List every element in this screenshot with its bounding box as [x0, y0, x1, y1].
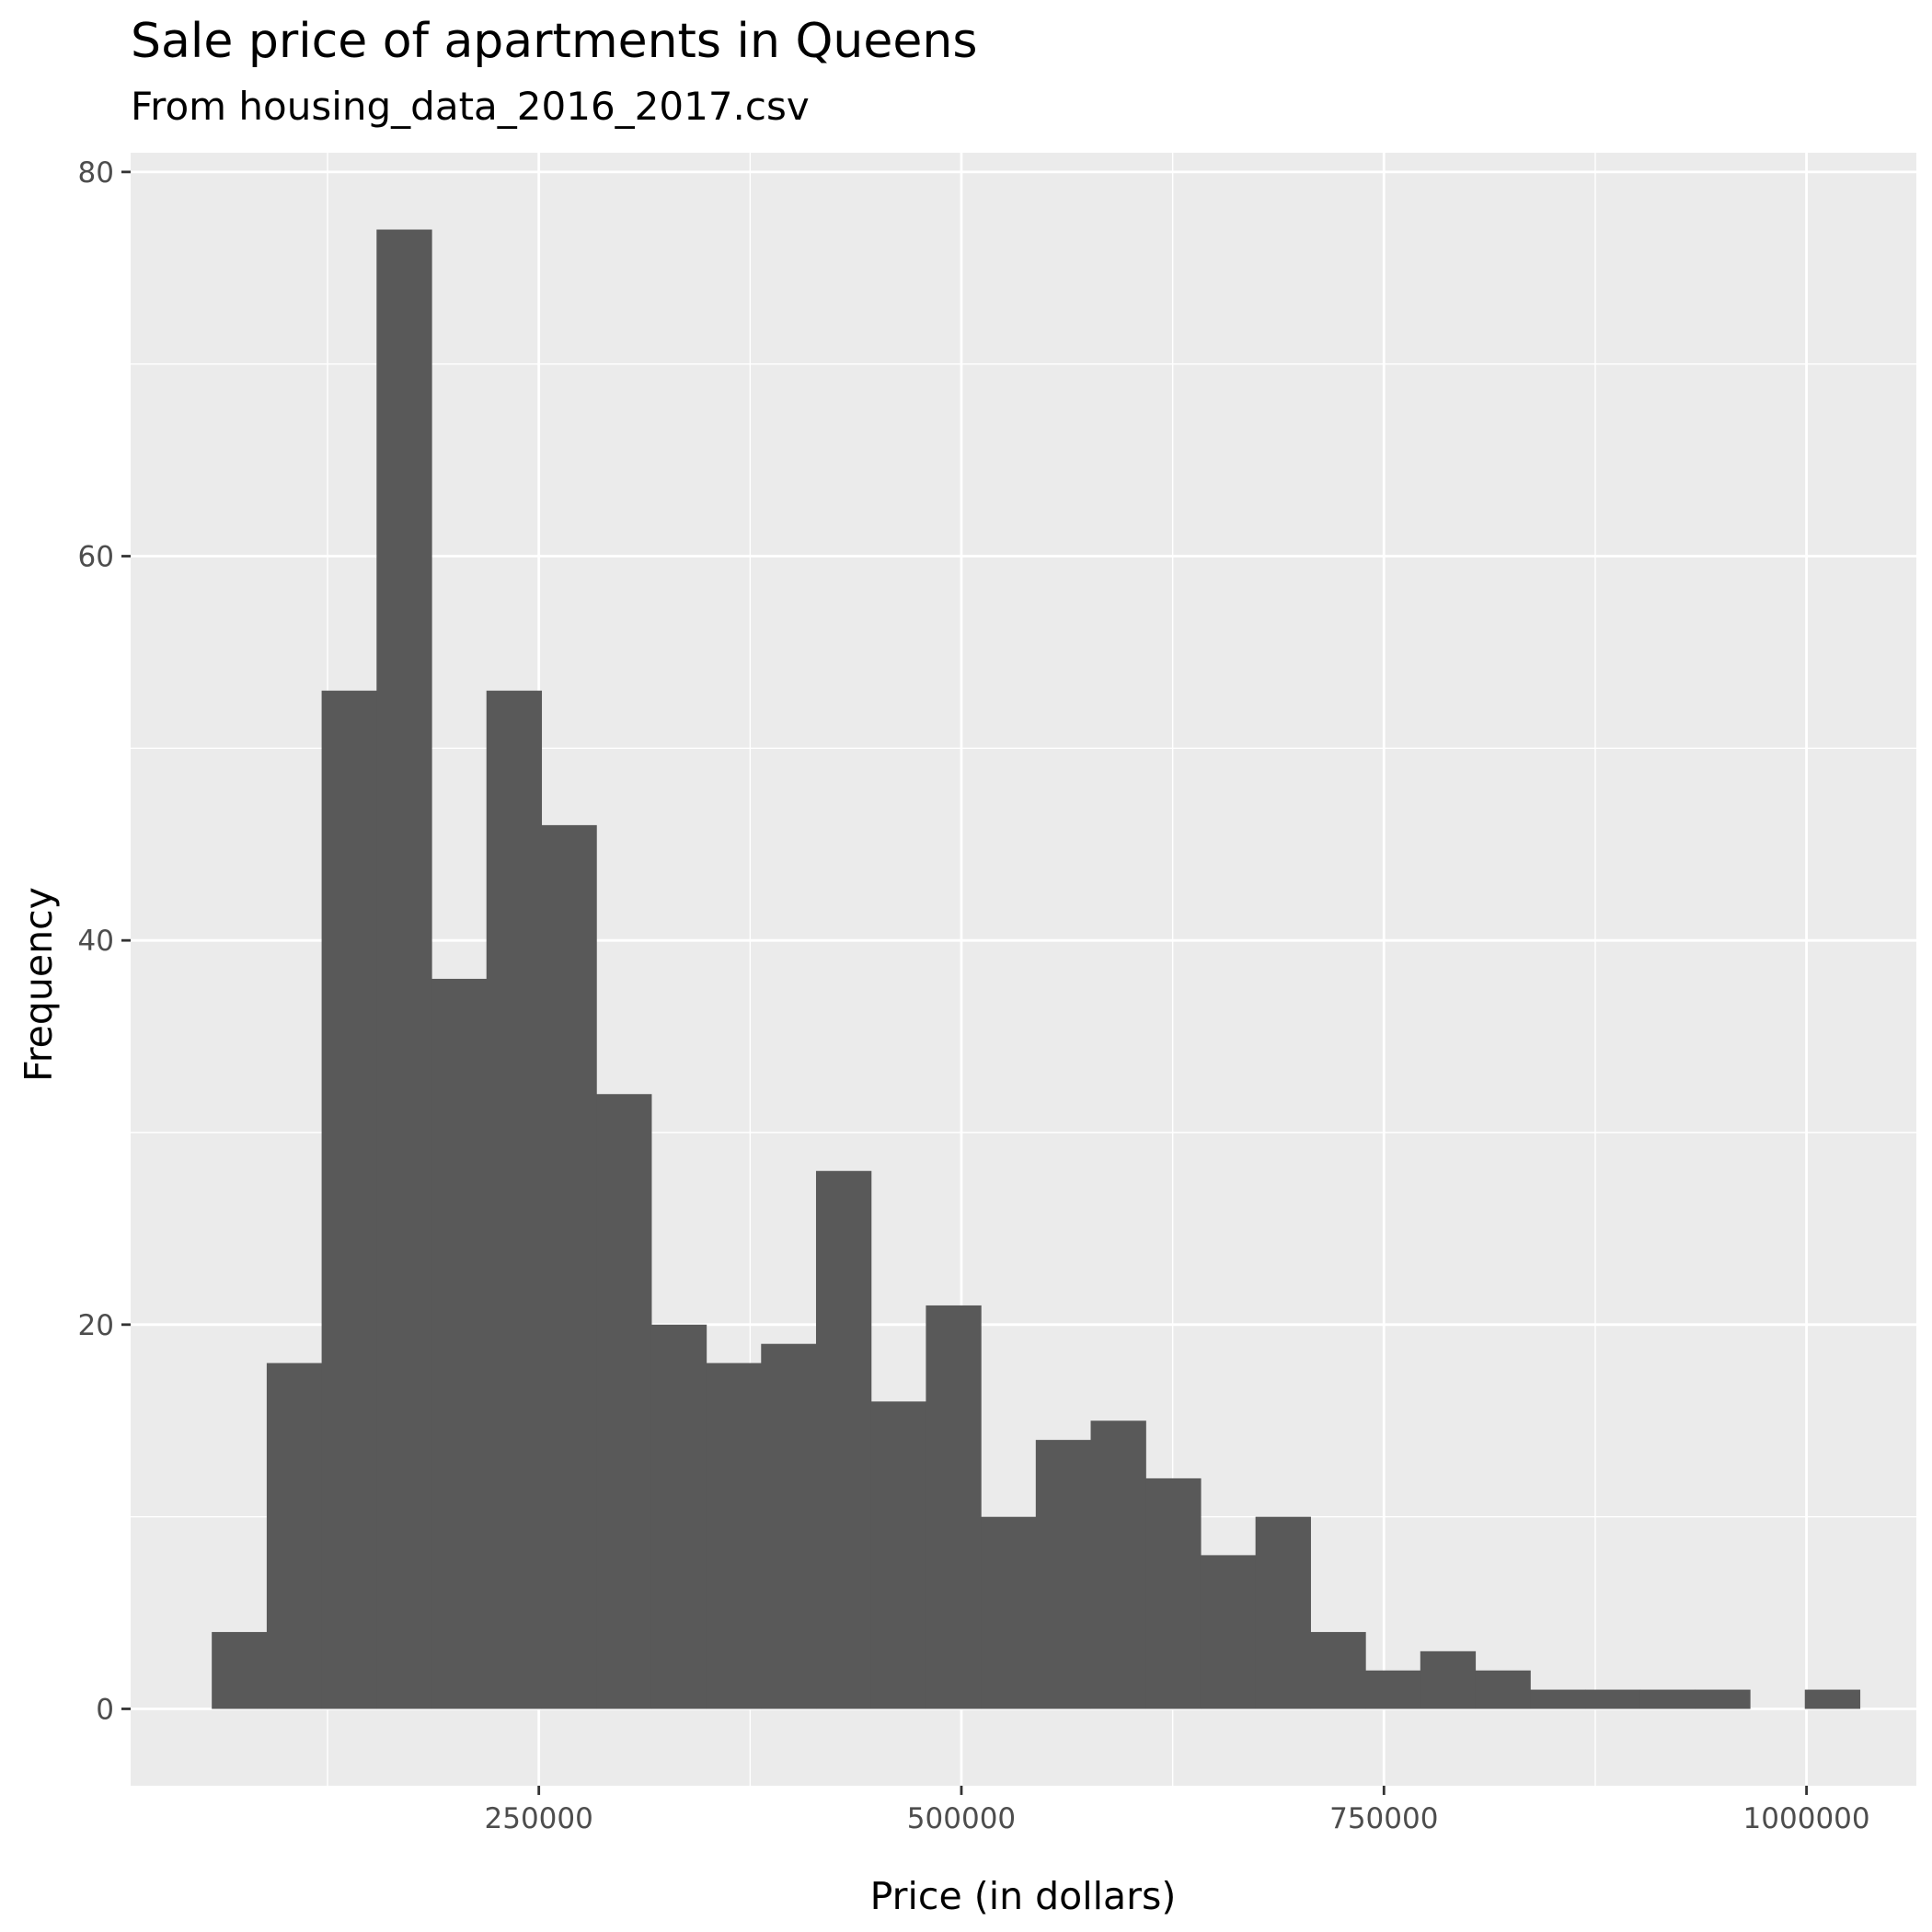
histogram-bar	[650, 1324, 707, 1709]
histogram-bar	[981, 1516, 1037, 1709]
histogram-bar	[486, 690, 543, 1709]
y-tick-label: 80	[78, 156, 114, 190]
y-axis-title: Frequency	[17, 887, 61, 1082]
x-tick-label: 1000000	[1743, 1802, 1870, 1835]
histogram-bar	[1365, 1670, 1421, 1709]
histogram-bar	[1475, 1670, 1531, 1709]
histogram-bar	[1420, 1650, 1477, 1709]
histogram-bar	[1639, 1689, 1696, 1709]
y-tick-label: 0	[96, 1693, 114, 1726]
histogram-bar	[541, 824, 597, 1709]
histogram-bar	[1255, 1516, 1311, 1709]
histogram-bar	[431, 978, 488, 1709]
histogram-bar	[1090, 1420, 1146, 1709]
histogram-bar	[815, 1170, 872, 1709]
histogram-bar	[761, 1343, 817, 1709]
y-axis-ticks: 0 20 40 60 80	[78, 156, 131, 1726]
chart-title: Sale price of apartments in Queens	[131, 14, 977, 69]
histogram-bar	[1200, 1555, 1257, 1709]
x-tick-label: 250000	[485, 1802, 593, 1835]
histogram-bar	[321, 690, 377, 1709]
x-axis-ticks: 250000 500000 750000 1000000	[485, 1786, 1870, 1835]
histogram-bar	[1695, 1689, 1751, 1709]
histogram-bar	[596, 1094, 652, 1709]
histogram-bar	[212, 1631, 268, 1709]
histogram-bar	[266, 1363, 323, 1709]
histogram-bar	[706, 1363, 762, 1709]
histogram-bar	[1145, 1478, 1202, 1709]
x-axis-title: Price (in dollars)	[870, 1874, 1177, 1918]
histogram-bar	[376, 229, 432, 1709]
x-tick-label: 750000	[1329, 1802, 1438, 1835]
histogram-bar	[1310, 1631, 1366, 1709]
histogram-bar	[926, 1305, 982, 1709]
histogram-bar	[1035, 1440, 1092, 1709]
y-tick-label: 40	[78, 925, 114, 958]
histogram-bar	[1530, 1689, 1586, 1709]
histogram-bars	[212, 229, 1861, 1709]
y-tick-label: 20	[78, 1309, 114, 1342]
histogram-bar	[870, 1401, 927, 1709]
histogram-bar	[1804, 1689, 1861, 1709]
histogram-bar	[1584, 1689, 1641, 1709]
x-tick-label: 500000	[907, 1802, 1016, 1835]
y-tick-label: 60	[78, 541, 114, 574]
chart-subtitle: From housing_data_2016_2017.csv	[131, 84, 810, 129]
